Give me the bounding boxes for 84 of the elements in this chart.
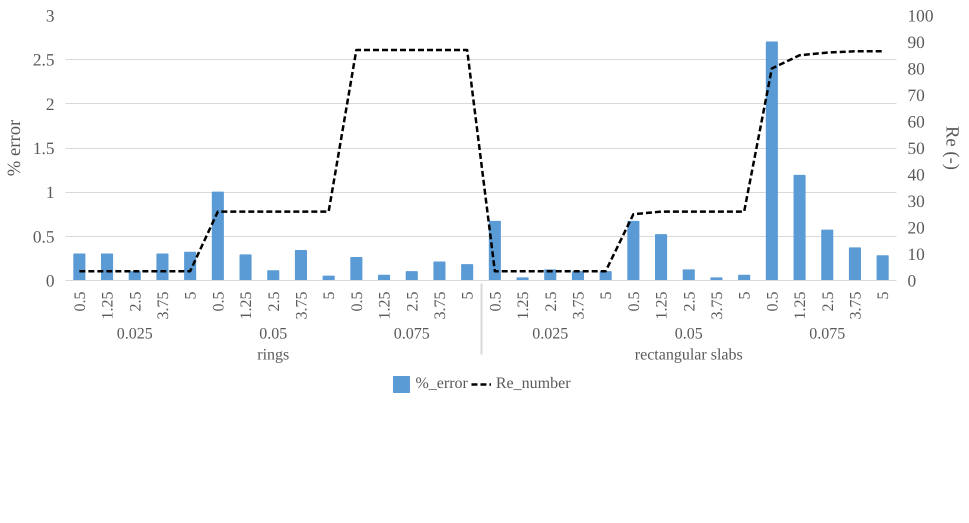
x-tick-label: 0.5 [626, 292, 643, 312]
x-tick-label: 1.25 [515, 292, 532, 320]
x-tick-label: 2.5 [681, 292, 698, 312]
y2-tick-label: 0 [908, 272, 916, 290]
bar [73, 254, 86, 280]
text: rings [257, 346, 290, 364]
x-tick-label: 3.75 [293, 292, 310, 320]
y-tick-label: 0.5 [32, 227, 55, 246]
bar [433, 261, 446, 280]
x-tick-label: 0.5 [764, 292, 782, 312]
bar [240, 254, 252, 280]
x-tick-label: 2.5 [404, 292, 422, 312]
x-tick-label: 5 [598, 292, 616, 300]
x-tick-label: 1.25 [792, 292, 810, 320]
bar [156, 254, 168, 280]
x-tick-label: 0.5 [210, 292, 228, 312]
y2-tick-label: 20 [908, 218, 925, 238]
bar [267, 270, 280, 280]
x-tick-label: 3.75 [847, 292, 864, 320]
bar [378, 274, 390, 280]
x-tick-label: 2.5 [266, 292, 283, 312]
x-tick-label: 1.25 [100, 292, 117, 320]
y-tick-label: 0 [46, 272, 55, 290]
line-series [78, 48, 884, 272]
bar [655, 234, 668, 280]
y-tick-label: 2 [46, 94, 55, 114]
x-tick-label: 5 [321, 292, 338, 300]
bar [212, 192, 224, 280]
y2-tick-label: 50 [908, 139, 925, 158]
bar [101, 254, 114, 280]
y-tick-label: 2.5 [32, 50, 55, 70]
bar [738, 274, 750, 280]
legend-label: Re_number [496, 375, 571, 393]
x-tick-label: 5 [460, 292, 477, 300]
bar [322, 276, 335, 280]
y2-axis-title: Re (-) [941, 126, 962, 170]
text: 0.05 [259, 326, 288, 342]
x-tick-label: 1.25 [654, 292, 671, 320]
text: 0.025 [532, 326, 568, 342]
bar [682, 269, 695, 280]
y-tick-label: 1.5 [32, 139, 55, 158]
bar [406, 271, 418, 280]
x-tick-label: 2.5 [127, 292, 144, 312]
text: 0.025 [116, 326, 153, 342]
x-tick-label: 2.5 [542, 292, 560, 312]
y-axis-title: % error [4, 118, 25, 176]
y2-tick-label: 40 [908, 166, 925, 184]
y2-tick-label: 30 [908, 192, 925, 211]
y2-tick-label: 80 [908, 60, 925, 78]
x-tick-label: 5 [182, 292, 200, 300]
x-tick-label: 0.5 [348, 292, 366, 312]
x-tick-label: 5 [736, 292, 754, 300]
y2-tick-label: 10 [908, 245, 925, 264]
x-tick-label: 3.75 [154, 292, 172, 320]
bar [848, 247, 861, 280]
bar [461, 264, 474, 280]
y-tick-label: 1 [46, 183, 55, 202]
bar [128, 271, 141, 280]
bar [294, 250, 307, 280]
y-tick-label: 3 [46, 6, 55, 26]
y2-tick-label: 90 [908, 33, 925, 52]
x-tick-label: 0.5 [487, 292, 504, 312]
x-tick-label: 1.25 [376, 292, 394, 320]
bar [627, 220, 640, 280]
y2-tick-label: 100 [908, 6, 934, 26]
x-tick-label: 1.25 [238, 292, 256, 320]
bar [876, 255, 889, 280]
x-tick-label: 3.75 [432, 292, 449, 320]
x-tick-label: 0.5 [72, 292, 89, 312]
bar [794, 174, 806, 280]
x-tick-label: 5 [875, 292, 892, 300]
y2-tick-label: 70 [908, 86, 925, 105]
legend-label: %_error [415, 375, 468, 393]
x-tick-label: 3.75 [708, 292, 726, 320]
text: rectangular slabs [634, 346, 743, 364]
text: 0.05 [674, 326, 703, 342]
x-tick-label: 2.5 [820, 292, 837, 312]
bar [821, 230, 834, 280]
text: 0.075 [809, 326, 846, 342]
x-tick-label: 3.75 [570, 292, 588, 320]
bar [350, 257, 362, 280]
bar [766, 42, 778, 280]
y2-tick-label: 60 [908, 112, 925, 132]
text: 0.075 [394, 326, 430, 342]
